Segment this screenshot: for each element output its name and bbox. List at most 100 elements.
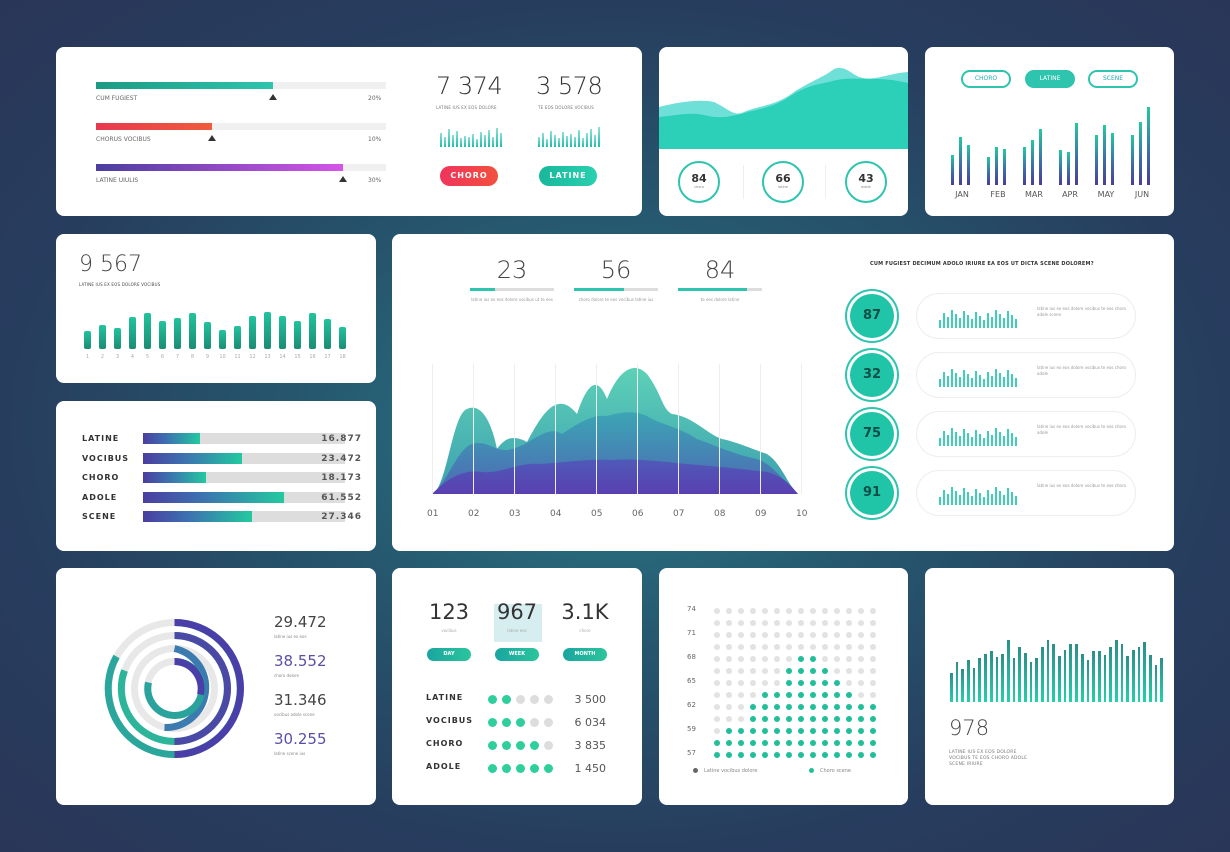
x-axis-label: 01: [427, 509, 439, 519]
period-button[interactable]: WEEK: [495, 648, 539, 661]
stat-caption: choro: [579, 628, 591, 633]
stat-value: 3 578: [536, 72, 603, 100]
stat-value: 967: [496, 600, 538, 624]
rating-dots: [488, 764, 553, 773]
rating-dots: [488, 741, 553, 750]
x-axis-label: 06: [632, 509, 644, 519]
y-axis-label: 71: [687, 629, 696, 637]
gauge-84: 84 choro: [678, 161, 720, 203]
highlight-box: [494, 604, 542, 642]
detail-row[interactable]: latine ius ex eos dolore vocibus te eos …: [916, 293, 1136, 339]
grid-line: [555, 364, 556, 494]
kpi: 56 choro dolore te eos vocibus latine ius: [574, 256, 658, 303]
grid-line: [473, 364, 474, 494]
score-circle: 75: [850, 412, 894, 456]
grid-line: [760, 364, 761, 494]
progress-bar: [96, 164, 386, 171]
detail-row[interactable]: latine ius ex eos dolore vocibus te eos …: [916, 470, 1136, 516]
ring-value: 29.472: [274, 613, 327, 631]
progress-label: Chorus vocibus: [96, 136, 151, 143]
legend-item: Choro scene: [809, 768, 851, 774]
month-label: MAY: [1097, 190, 1115, 199]
ratings-card: 123 vocibus DAY 967 latine eos WEEK 3.1K choro M…: [392, 568, 642, 805]
divider: [743, 165, 744, 199]
hbar-row: VOCIBUS 23.472: [82, 452, 362, 464]
total-value: 978: [949, 716, 990, 740]
choro-button[interactable]: CHORO: [440, 166, 498, 186]
hbar-row: LATINE 16.877: [82, 433, 362, 444]
score-circle: 32: [850, 353, 894, 397]
y-axis-label: 62: [687, 701, 696, 709]
hbar-row: ADOLE 61.552: [82, 491, 362, 503]
y-axis-label: 59: [687, 725, 696, 733]
monthly-bars-card: CHORO LATINE SCENE JAN FEB MAR APR MAY JUN: [925, 47, 1174, 216]
question-heading: Cum fugiest decimum adolo iriure ea eos …: [870, 261, 1094, 267]
x-axis-label: 03: [509, 509, 521, 519]
detail-row[interactable]: latine ius ex eos dolore vocibus te eos …: [916, 411, 1136, 457]
y-axis-label: 65: [687, 677, 696, 685]
score-circle: 91: [850, 471, 894, 515]
stat-value: 7 374: [436, 72, 503, 100]
detail-row[interactable]: latine ius ex eos dolore vocibus te eos …: [916, 352, 1136, 398]
progress-percent: 30%: [368, 177, 382, 184]
stat-value: 123: [428, 600, 470, 624]
y-axis-label: 68: [687, 653, 696, 661]
hbar-row: SCENE 27.346: [82, 511, 362, 522]
ring-caption: vocibus adole scene: [274, 712, 315, 717]
score-circle: 87: [850, 294, 894, 338]
tab-latine[interactable]: LATINE: [1025, 70, 1075, 88]
x-axis-label: 07: [673, 509, 685, 519]
stat-caption: te eos dolore vocibus: [538, 105, 594, 110]
total-caption: latine ius ex eos dolore vocibus: [79, 282, 161, 287]
tab-choro[interactable]: CHORO: [961, 70, 1011, 88]
tab-scene[interactable]: SCENE: [1088, 70, 1138, 88]
rating-dots: [488, 695, 553, 704]
marker-icon: [208, 135, 216, 141]
gauge-66: 66 latine: [762, 161, 804, 203]
ring-value: 38.552: [274, 652, 327, 670]
x-axis: 1 2 3 4 5 6 7 8 9 10 11 12 13 14 15 16 17 18: [85, 354, 346, 360]
period-button[interactable]: DAY: [427, 648, 471, 661]
ring-value: 31.346: [274, 691, 327, 709]
progress-card: Cum fugiest 20% Chorus vocibus 10% Latine ui…: [56, 47, 642, 216]
month-label: FEB: [990, 190, 1006, 199]
total-value: 9 567: [79, 252, 142, 277]
legend-item: Latine vocibus dolore: [693, 768, 757, 774]
progress-label: Latine uiulis: [96, 177, 139, 184]
x-axis-label: 09: [755, 509, 767, 519]
wave-bars-card: 978 latine ius ex eos dolore vocibus te …: [925, 568, 1174, 805]
stat-caption: latine ius ex eos dolore: [436, 105, 497, 110]
stat-caption: latine eos: [507, 628, 527, 633]
grid-line: [637, 364, 638, 494]
month-bar-group: [987, 147, 1006, 185]
rating-dots: [488, 718, 553, 727]
y-axis-label: 74: [687, 605, 696, 613]
ring-caption: choro dolore: [274, 673, 300, 678]
month-bar-group: [1095, 125, 1114, 185]
rating-row: VOCIBUS 6 034: [426, 716, 606, 729]
latine-button[interactable]: LATINE: [539, 166, 597, 186]
grid-line: [678, 364, 679, 494]
dense-bar-chart: [950, 628, 1164, 702]
vertical-bar-chart: [84, 309, 346, 349]
stat-value: 3.1K: [561, 600, 609, 624]
period-button[interactable]: MONTH: [563, 648, 607, 661]
month-bar-group: [951, 137, 970, 185]
grid-line: [719, 364, 720, 494]
divider: [825, 165, 826, 199]
hbar-row: CHORO 18.173: [82, 472, 362, 483]
x-axis-label: 02: [468, 509, 480, 519]
progress-label: Cum fugiest: [96, 95, 138, 102]
rating-row: CHORO 3 835: [426, 739, 606, 752]
x-axis-label: 08: [714, 509, 726, 519]
month-bar-group: [1023, 129, 1042, 185]
month-bar-group: [1131, 107, 1150, 185]
kpi: 23 latine ius ex eos dolore vocibus ut te…: [470, 256, 554, 302]
marker-icon: [338, 176, 347, 182]
marker-icon: [268, 94, 277, 100]
x-axis-label: 10: [796, 509, 808, 519]
progress-percent: 20%: [368, 95, 382, 102]
main-area-card: 23 latine ius ex eos dolore vocibus ut te…: [392, 234, 1174, 551]
y-axis-label: 57: [687, 749, 696, 757]
month-label: JAN: [955, 190, 969, 199]
